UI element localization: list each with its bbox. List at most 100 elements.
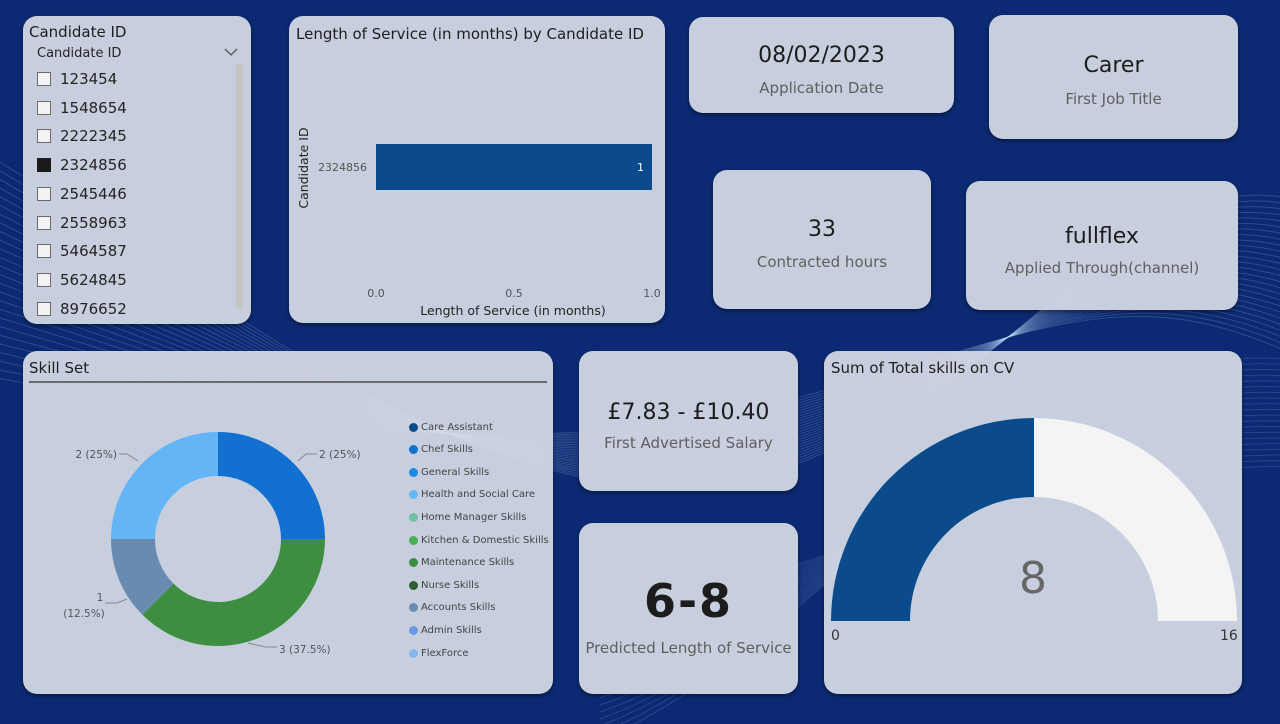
gauge-min-label: 0 [831,628,840,644]
legend-item[interactable]: Home Manager Skills [409,509,526,525]
contracted-hours-value: 33 [808,217,836,242]
legend-label: Chef Skills [421,444,473,456]
legend-marker-icon [409,535,418,545]
legend-item[interactable]: Health and Social Care [409,487,535,503]
legend-item[interactable]: Nurse Skills [409,577,479,593]
salary-value: £7.83 - £10.40 [607,400,770,425]
checkbox-icon[interactable] [37,100,51,115]
slicer-header: Candidate ID [37,46,122,61]
applied-through-label: Applied Through(channel) [1004,259,1200,277]
slicer-item-1548654[interactable]: 1548654 [37,94,127,122]
donut-title: Skill Set [29,359,90,377]
legend-label: Admin Skills [421,624,482,636]
slicer-item-2545446[interactable]: 2545446 [37,180,127,208]
x-tick-label: 0.0 [367,287,385,300]
slicer-item-5464587[interactable]: 5464587 [37,237,127,265]
legend-marker-icon [409,445,418,455]
checkbox-icon[interactable] [37,244,51,259]
bar-2324856[interactable] [376,144,652,190]
donut-plot: 2 (25%) 3 (37.5%) 1 (12.5%) 2 (25%) [63,432,361,656]
legend-item[interactable]: General Skills [409,464,489,480]
legend-marker-icon [409,648,418,658]
slicer-item-label: 5464587 [60,242,127,261]
total-skills-gauge: Sum of Total skills on CV 8 0 16 [824,351,1242,694]
gauge-fill [831,418,1034,621]
gauge-plot [831,418,1237,621]
slicer-scrollbar[interactable] [236,64,243,308]
slicer-item-label: 2222345 [60,127,127,146]
legend-label: Nurse Skills [421,579,480,591]
slicer-item-2222345[interactable]: 2222345 [37,122,127,150]
slicer-item-label: 5624845 [60,270,127,289]
health-social-care-data-label: 2 (25%) [75,449,117,461]
application-date-value: 08/02/2023 [758,43,885,68]
leader-line [105,598,128,604]
checkbox-icon[interactable] [37,72,51,86]
gauge-title: Sum of Total skills on CV [831,359,1015,377]
candidate-id-slicer: Candidate ID Candidate ID 123454 1548654 2… [23,16,251,324]
slicer-item-label: 8976652 [60,299,127,318]
accounts-skills-data-pct: (12.5%) [63,608,105,620]
chevron-down-icon[interactable] [224,47,238,57]
legend-item[interactable]: Admin Skills [409,622,482,638]
donut-slice-maintenance-skills[interactable] [142,539,325,646]
slicer-title: Candidate ID [29,23,127,41]
applied-through-value: fullflex [1065,224,1139,249]
first-job-title-label: First Job Title [1065,90,1162,108]
checkbox-icon[interactable] [37,272,51,287]
legend-item[interactable]: Maintenance Skills [409,555,514,571]
legend-label: Health and Social Care [421,489,535,501]
legend-item[interactable]: Accounts Skills [409,600,495,616]
contracted-hours-card: 33 Contracted hours [713,170,931,309]
legend-label: Home Manager Skills [421,511,527,523]
slicer-item-label: 2558963 [60,213,127,232]
y-category-label: 2324856 [318,161,367,174]
legend-label: General Skills [421,466,490,478]
slicer-item-label: 123454 [60,70,118,88]
legend-item[interactable]: Care Assistant [409,419,493,435]
x-tick-label: 1.0 [643,287,661,300]
title-underline [29,381,547,383]
leader-line [297,453,317,462]
slicer-item-5624845[interactable]: 5624845 [37,266,127,294]
leader-line [119,453,139,462]
checkbox-checked-icon[interactable] [37,158,51,173]
leader-line [247,642,277,648]
legend-marker-icon [409,512,418,522]
legend-marker-icon [409,603,418,613]
gauge-max-label: 16 [1220,628,1238,644]
legend-item[interactable]: FlexForce [409,645,468,661]
legend-marker-icon [409,625,418,635]
checkbox-icon[interactable] [37,186,51,201]
bar-chart-plot: 0.0 0.5 1.0 1 2324856 Length of Service (in m… [296,56,661,318]
contracted-hours-label: Contracted hours [756,253,888,271]
legend-marker-icon [409,467,418,477]
slicer-item-123454[interactable]: 123454 [37,65,117,93]
legend-marker-icon [409,580,418,590]
checkbox-icon[interactable] [37,301,51,316]
slicer-item-label: 2324856 [60,156,127,175]
bar-chart-title: Length of Service (in months) by Candida… [296,25,644,43]
checkbox-icon[interactable] [37,129,51,144]
length-of-service-chart: Length of Service (in months) by Candida… [289,16,665,323]
slicer-item-2558963[interactable]: 2558963 [37,209,127,237]
salary-label: First Advertised Salary [604,434,773,452]
donut-slice-accounts-skills[interactable] [111,539,174,615]
legend-label: Kitchen & Domestic Skills [421,534,549,546]
slicer-item-8976652[interactable]: 8976652 [37,295,127,323]
y-axis-title: Candidate ID [296,127,311,208]
legend-label: FlexForce [421,647,469,659]
application-date-label: Application Date [759,79,884,97]
skill-set-chart: Skill Set 2 (25%) 3 (37.5%) 1 (12.5%) 2 (25%… [23,351,553,694]
bar-data-label: 1 [637,161,644,174]
checkbox-icon[interactable] [37,215,51,230]
donut-slice-chef-skills[interactable] [218,432,325,539]
slicer-item-2324856[interactable]: 2324856 [37,151,127,179]
chef-skills-data-label: 2 (25%) [319,449,361,461]
x-tick-label: 0.5 [505,287,523,300]
first-job-title-value: Carer [1083,53,1144,78]
legend-item[interactable]: Chef Skills [409,442,473,458]
legend-label: Maintenance Skills [421,557,515,569]
legend-item[interactable]: Kitchen & Domestic Skills [409,532,549,548]
donut-slice-health-and-social-care[interactable] [111,432,218,539]
